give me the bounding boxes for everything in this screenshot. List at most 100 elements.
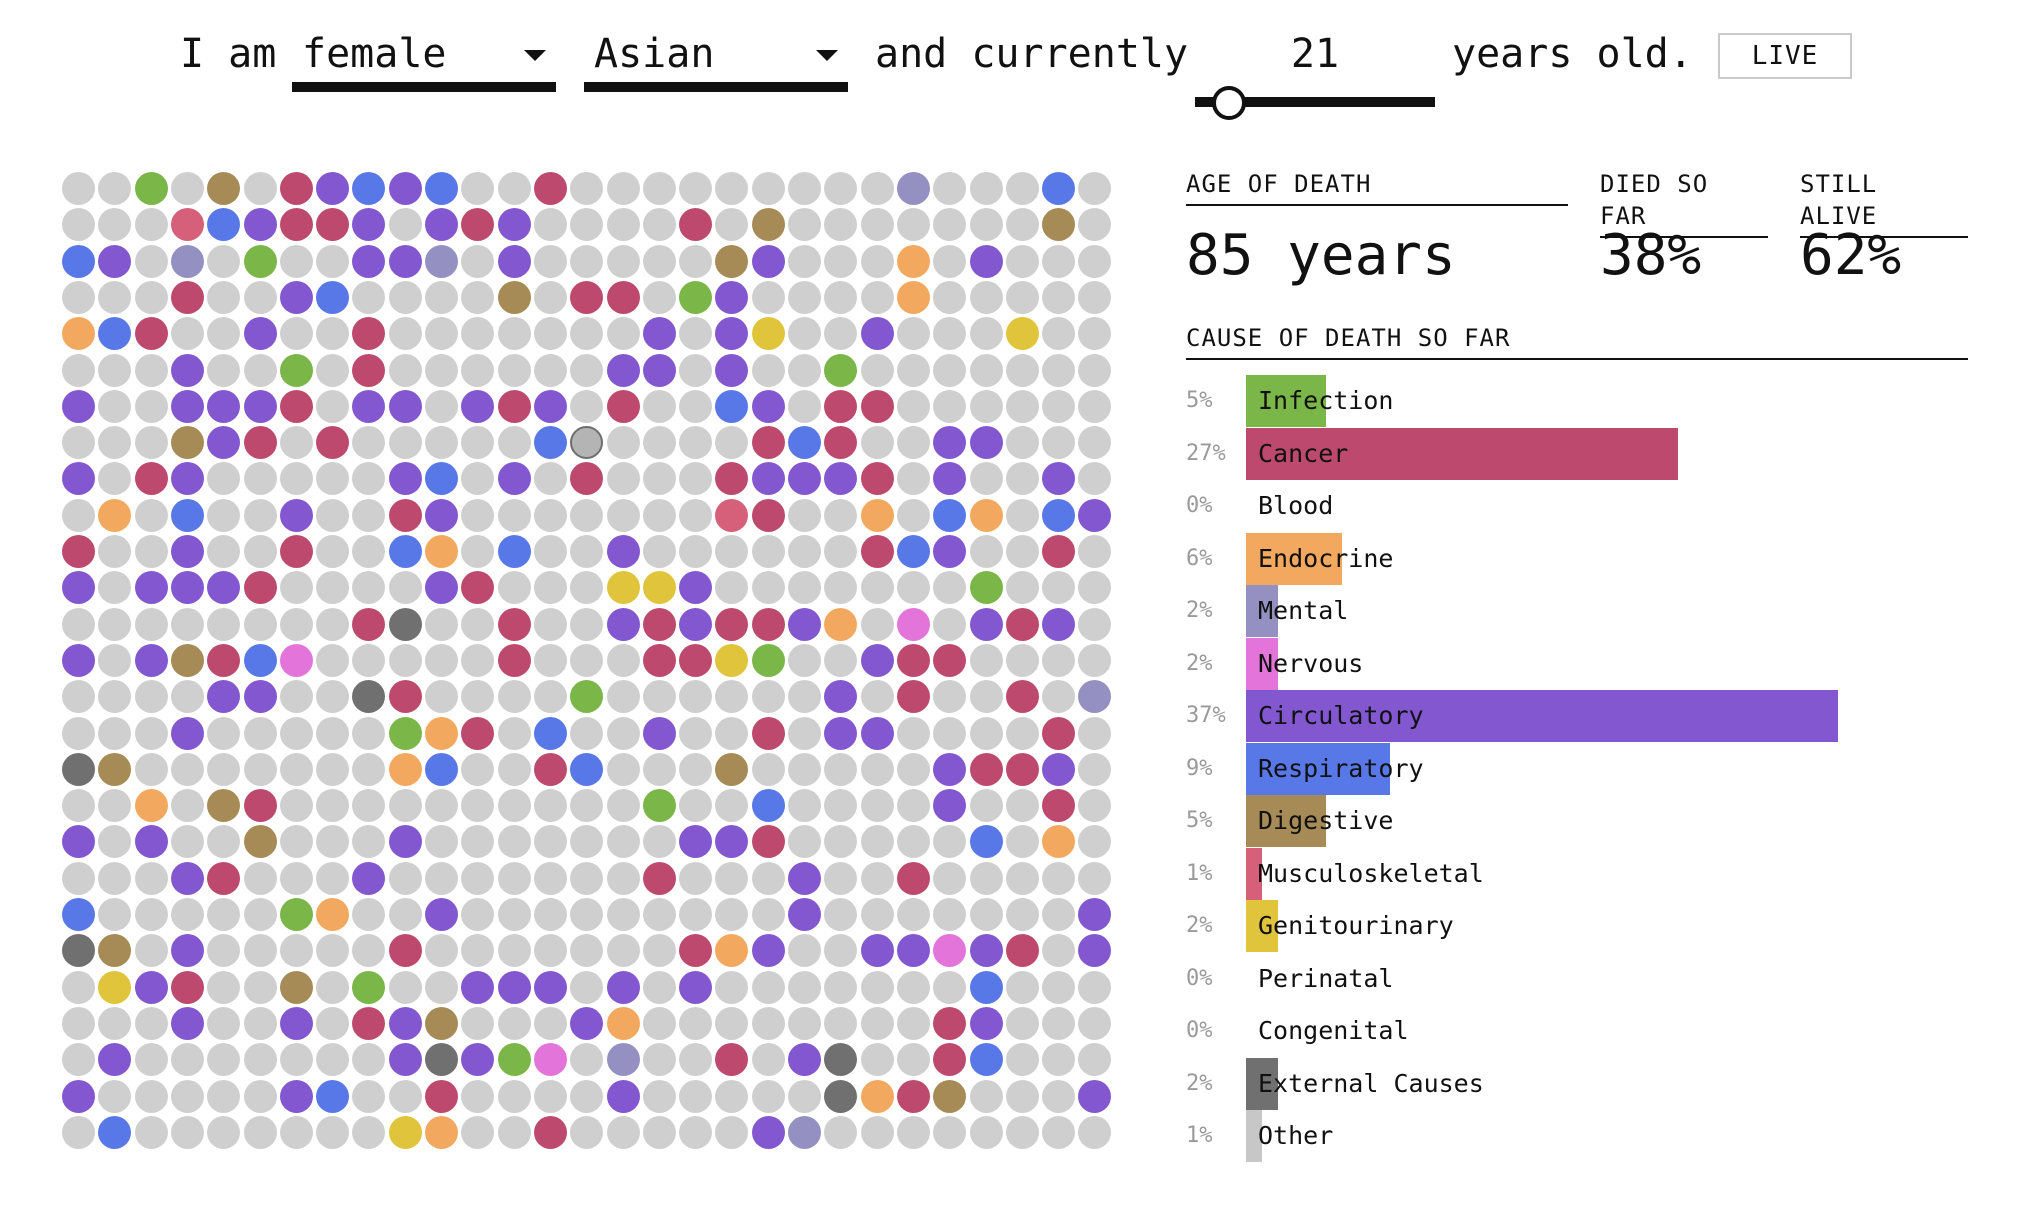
person-dot-alive — [969, 898, 1003, 931]
person-dot-alive — [642, 934, 676, 968]
person-dot-alive — [207, 1006, 241, 1040]
person-dot-alive — [461, 280, 495, 314]
person-dot-alive — [788, 970, 821, 1004]
person-dot-alive — [751, 1006, 785, 1040]
age-slider[interactable] — [1195, 84, 1435, 120]
person-dot-cancer — [497, 607, 531, 641]
person-dot-alive — [788, 571, 821, 605]
person-dot-respiratory — [425, 462, 458, 496]
person-dot-alive — [642, 1043, 676, 1077]
person-dot-circulatory — [642, 716, 676, 750]
person-dot-circulatory — [715, 280, 749, 314]
person-dot-alive — [679, 1006, 713, 1040]
person-dot-alive — [642, 680, 676, 714]
person-dot-alive — [461, 752, 495, 786]
person-dot-circulatory — [388, 172, 422, 205]
cause-of-death-heading: CAUSE OF DEATH SO FAR — [1186, 322, 1968, 360]
person-dot-mental — [425, 244, 458, 278]
person-dot-circulatory — [98, 244, 132, 278]
person-dot-nervous — [279, 643, 313, 677]
person-dot-infection — [279, 353, 313, 387]
person-dot-alive — [824, 752, 858, 786]
person-dot-alive — [570, 535, 604, 568]
person-dot-alive — [860, 1115, 894, 1149]
person-dot-alive — [606, 825, 640, 859]
person-dot-cancer — [860, 389, 894, 423]
person-dot-cancer — [606, 389, 640, 423]
person-dot-alive — [388, 789, 422, 823]
person-dot-alive — [134, 898, 168, 931]
cause-percent: 27% — [1186, 440, 1226, 466]
person-dot-alive — [533, 317, 567, 351]
person-dot-mental — [606, 1043, 640, 1077]
person-dot-alive — [461, 172, 495, 205]
person-dot-external-causes — [62, 752, 95, 786]
population-dot-grid — [62, 172, 1114, 1152]
person-dot-alive — [170, 825, 204, 859]
person-dot-alive — [1005, 643, 1039, 677]
cause-label: Respiratory — [1258, 753, 1424, 783]
age-value: 21 — [1290, 31, 1340, 77]
person-dot-alive — [352, 716, 386, 750]
person-dot-alive — [1042, 1079, 1076, 1113]
person-dot-alive — [751, 1043, 785, 1077]
person-dot-alive — [1078, 752, 1112, 786]
person-dot-alive — [316, 680, 350, 714]
cause-percent: 2% — [1186, 1070, 1213, 1096]
person-dot-alive — [933, 571, 967, 605]
cause-row: 1% Musculoskeletal — [1186, 847, 1968, 900]
person-dot-alive — [98, 825, 132, 859]
person-dot-alive — [497, 825, 531, 859]
person-dot-alive — [824, 643, 858, 677]
person-dot-infection — [824, 353, 858, 387]
person-dot-external-causes — [388, 607, 422, 641]
person-dot-alive — [824, 208, 858, 242]
person-dot-circulatory — [679, 607, 713, 641]
person-dot-alive — [533, 934, 567, 968]
age-slider-thumb[interactable] — [1212, 86, 1246, 120]
person-dot-circulatory — [207, 426, 241, 460]
person-dot-alive — [860, 353, 894, 387]
person-dot-alive — [715, 1079, 749, 1113]
person-dot-alive — [969, 1079, 1003, 1113]
person-dot-external-causes — [62, 934, 95, 968]
person-dot-alive — [1078, 208, 1112, 242]
person-dot-alive — [497, 172, 531, 205]
age-slider-track[interactable] — [1195, 97, 1435, 107]
person-dot-alive — [533, 789, 567, 823]
person-dot-alive — [933, 825, 967, 859]
live-button[interactable]: LIVE — [1718, 33, 1852, 79]
person-dot-circulatory — [352, 244, 386, 278]
person-dot-alive — [98, 462, 132, 496]
person-dot-alive — [1078, 607, 1112, 641]
person-dot-alive — [316, 389, 350, 423]
still-alive-label: STILL ALIVE — [1800, 168, 1968, 238]
race-dropdown[interactable]: Asian — [584, 24, 848, 92]
person-dot-alive — [896, 317, 930, 351]
person-dot-alive — [715, 970, 749, 1004]
person-dot-circulatory — [679, 970, 713, 1004]
person-dot-alive — [352, 898, 386, 931]
person-dot-alive — [316, 825, 350, 859]
sex-dropdown[interactable]: female — [292, 24, 556, 92]
person-dot-alive — [715, 1115, 749, 1149]
person-dot-circulatory — [606, 353, 640, 387]
person-dot-circulatory — [933, 426, 967, 460]
person-dot-alive — [1042, 970, 1076, 1004]
person-dot-alive — [570, 244, 604, 278]
person-dot-alive — [243, 280, 277, 314]
person-dot-endocrine — [425, 535, 458, 568]
cause-label: Perinatal — [1258, 963, 1394, 993]
person-dot-alive — [1078, 317, 1112, 351]
person-dot-alive — [533, 861, 567, 895]
person-dot-alive — [316, 934, 350, 968]
person-dot-respiratory — [533, 426, 567, 460]
person-dot-alive — [461, 317, 495, 351]
person-dot-infection — [134, 172, 168, 205]
person-dot-alive — [896, 1115, 930, 1149]
person-dot-alive — [279, 244, 313, 278]
person-dot-alive — [860, 680, 894, 714]
person-dot-alive — [352, 825, 386, 859]
person-dot-cancer — [933, 1043, 967, 1077]
person-dot-alive — [461, 1006, 495, 1040]
